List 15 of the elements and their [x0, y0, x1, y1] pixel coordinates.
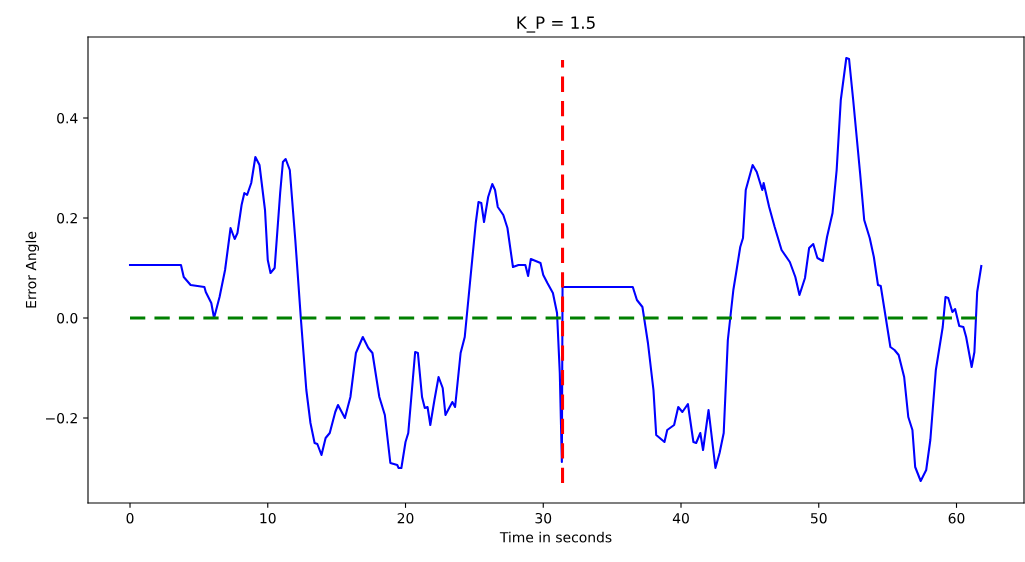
- x-axis-title: Time in seconds: [499, 531, 612, 543]
- chart-title: K_P = 1.5: [517, 16, 595, 33]
- y-tick-label: 0.4: [57, 112, 78, 124]
- x-tick-label: 40: [672, 512, 689, 524]
- x-tick-label: 10: [260, 512, 276, 524]
- y-axis-title: Error Angle: [25, 231, 39, 308]
- x-tick-label: 20: [397, 512, 414, 524]
- x-tick-label: 50: [810, 512, 827, 524]
- y-tick-label: −0.2: [46, 412, 77, 424]
- y-tick-label: 0.0: [57, 312, 78, 324]
- x-tick-label: 0: [126, 512, 134, 524]
- x-tick-label: 30: [535, 512, 552, 524]
- y-tick-label: 0.2: [57, 212, 77, 224]
- x-tick-label: 60: [948, 512, 965, 524]
- line-series: [128, 56, 983, 483]
